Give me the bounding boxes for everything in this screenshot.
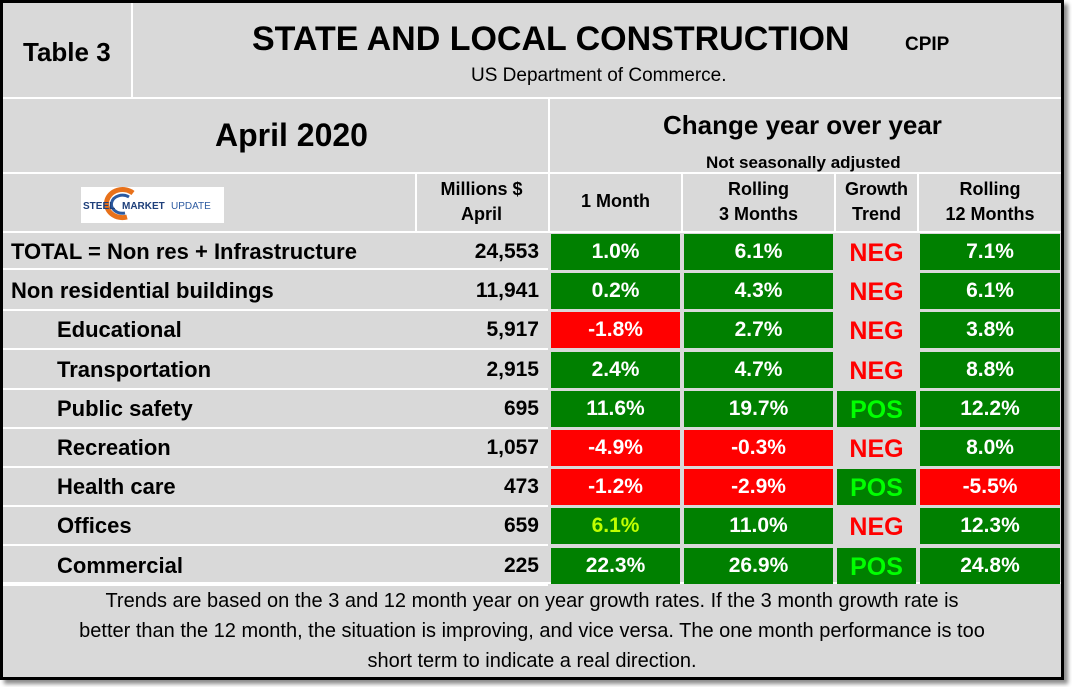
rolling12-cell: 24.8% — [920, 548, 1060, 584]
col-millions-l2: April — [460, 204, 502, 224]
footnote-line: Trends are based on the 3 and 12 month y… — [105, 590, 959, 612]
rolling12-cell: 8.8% — [920, 352, 1060, 388]
change-header: Change year over year — [663, 110, 942, 140]
month1-cell: 0.2% — [551, 273, 680, 309]
row-divider — [3, 348, 548, 350]
col-rolling12-l1: Rolling — [959, 179, 1021, 199]
row-millions: 1,057 — [486, 436, 539, 459]
row-millions: 24,553 — [474, 240, 539, 263]
row-label: Public safety — [57, 396, 193, 421]
col-rolling3-l2: 3 Months — [719, 204, 798, 224]
rolling12-cell: 12.2% — [920, 391, 1060, 427]
rolling3-cell: 2.7% — [684, 312, 833, 348]
row-label: Offices — [57, 513, 132, 538]
divider-period — [548, 97, 550, 233]
row-millions: 659 — [503, 514, 539, 537]
growth-trend-cell: POS — [837, 391, 916, 427]
col-growth-l2: Trend — [851, 204, 901, 224]
divider-logo — [415, 172, 417, 233]
divider-subheader — [3, 172, 1061, 174]
rolling3-cell: -0.3% — [684, 430, 833, 466]
rolling12-cell: 8.0% — [920, 430, 1060, 466]
row-label: Transportation — [57, 357, 212, 382]
month1-cell: 22.3% — [551, 548, 680, 584]
row-label: Recreation — [57, 435, 171, 460]
growth-trend-cell: NEG — [849, 278, 904, 306]
rolling3-cell: 19.7% — [684, 391, 833, 427]
row-label: Non residential buildings — [11, 278, 274, 303]
growth-trend-cell: NEG — [849, 435, 904, 463]
rolling3-cell: 6.1% — [684, 234, 833, 270]
row-label: TOTAL = Non res + Infrastructure — [11, 239, 357, 264]
row-millions: 5,917 — [486, 318, 539, 341]
row-divider — [3, 584, 548, 586]
rolling12-cell: 7.1% — [920, 234, 1060, 270]
col-rolling12-l2: 12 Months — [945, 204, 1035, 224]
row-divider — [3, 505, 548, 507]
month1-cell: 11.6% — [551, 391, 680, 427]
table-subtitle: US Department of Commerce. — [471, 65, 727, 86]
month1-cell: 1.0% — [551, 234, 680, 270]
rolling12-cell: 6.1% — [920, 273, 1060, 309]
row-divider — [3, 544, 548, 546]
title-tag: CPIP — [905, 34, 950, 55]
row-label: Commercial — [57, 553, 183, 578]
row-divider — [3, 466, 548, 468]
row-millions: 2,915 — [486, 358, 539, 381]
footnote-line: better than the 12 month, the situation … — [79, 620, 985, 642]
footnote: Trends are based on the 3 and 12 month y… — [3, 586, 1061, 676]
col-millions-l1: Millions $ — [440, 179, 523, 199]
row-millions: 695 — [503, 397, 539, 420]
divider-table-label — [131, 3, 133, 97]
col-month1: 1 Month — [581, 191, 650, 211]
logo-word-update: UPDATE — [171, 201, 211, 212]
rolling12-cell: -5.5% — [920, 469, 1060, 505]
logo-word-market: MARKET — [122, 201, 165, 212]
rolling3-cell: 4.3% — [684, 273, 833, 309]
divider-growth — [917, 172, 919, 233]
divider-rolling3 — [834, 172, 836, 233]
logo-word-steel: STEEL — [83, 201, 115, 212]
rolling12-cell: 3.8% — [920, 312, 1060, 348]
footnote-line: short term to indicate a real direction. — [367, 650, 697, 672]
divider-footer — [3, 582, 1061, 584]
col-growth-l1: Growth — [845, 179, 908, 199]
month1-cell: -4.9% — [551, 430, 680, 466]
divider-header — [3, 97, 1061, 99]
row-millions: 11,941 — [475, 279, 539, 302]
rolling3-cell: 11.0% — [684, 508, 833, 544]
steel-market-update-logo: STEEL MARKET UPDATE — [81, 187, 224, 223]
row-millions: 225 — [503, 554, 539, 577]
row-label: Health care — [57, 474, 176, 499]
rolling3-cell: 4.7% — [684, 352, 833, 388]
growth-trend-cell: NEG — [849, 357, 904, 385]
row-divider — [3, 427, 548, 429]
row-millions: 473 — [503, 475, 539, 498]
col-rolling3-l1: Rolling — [728, 179, 789, 199]
growth-trend-cell: NEG — [849, 513, 904, 541]
growth-trend-cell: NEG — [849, 239, 904, 267]
growth-trend-cell: NEG — [849, 317, 904, 345]
divider-millions — [681, 172, 683, 233]
rolling3-cell: -2.9% — [684, 469, 833, 505]
row-divider — [3, 309, 548, 311]
rolling12-cell: 12.3% — [920, 508, 1060, 544]
divider-total — [3, 268, 548, 270]
adjustment-note: Not seasonally adjusted — [706, 153, 901, 172]
growth-trend-cell: POS — [837, 469, 916, 505]
table-title: STATE AND LOCAL CONSTRUCTION — [252, 20, 850, 58]
month1-cell: -1.8% — [551, 312, 680, 348]
row-label: Educational — [57, 317, 182, 342]
rolling3-cell: 26.9% — [684, 548, 833, 584]
row-divider — [3, 388, 548, 390]
growth-trend-cell: POS — [837, 548, 916, 584]
month1-cell: 6.1% — [551, 508, 680, 544]
table-label: Table 3 — [23, 37, 111, 67]
divider-columns — [3, 231, 1061, 233]
period-label: April 2020 — [215, 117, 368, 153]
month1-cell: 2.4% — [551, 352, 680, 388]
month1-cell: -1.2% — [551, 469, 680, 505]
